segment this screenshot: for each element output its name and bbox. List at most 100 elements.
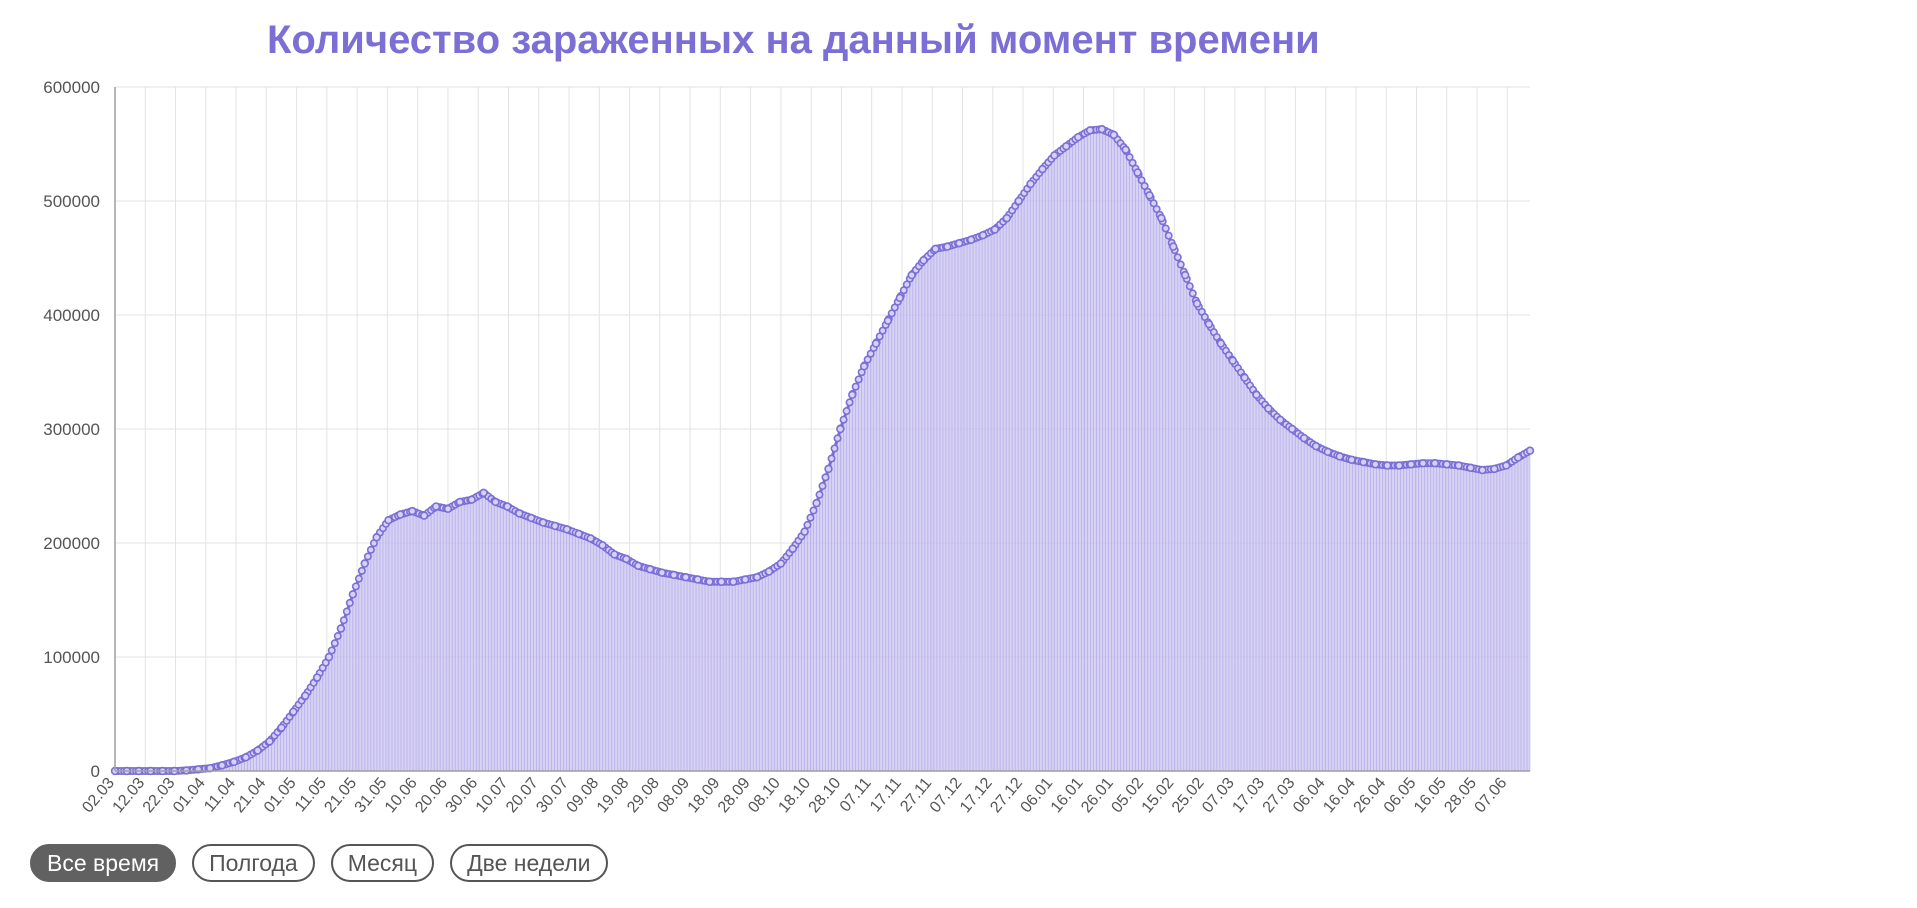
x-tick-label: 30.07 [533, 775, 572, 817]
x-tick-label: 28.09 [715, 775, 754, 817]
data-point [931, 244, 940, 254]
data-point [1394, 461, 1404, 470]
data-point [1062, 142, 1071, 151]
data-point [883, 316, 893, 325]
chart: 0 100000 200000 300000 400000 500000 600000 02.… [43, 78, 1535, 817]
x-tick-label: 19.08 [594, 775, 633, 817]
x-tick-label: 27.11 [897, 775, 935, 816]
data-point [907, 270, 916, 280]
data-point [1216, 339, 1226, 348]
x-tick-label: 30.06 [443, 775, 482, 817]
data-point [526, 513, 536, 523]
data-point [1287, 424, 1297, 434]
data-point [1323, 447, 1333, 456]
data-point [1038, 164, 1047, 174]
data-point [574, 529, 583, 539]
data-point [1185, 282, 1194, 291]
data-point [776, 559, 786, 568]
data-point [336, 624, 346, 633]
data-point [859, 362, 869, 371]
x-tick-label: 06.04 [1290, 775, 1329, 817]
data-point [1176, 260, 1185, 269]
data-point [1502, 461, 1511, 470]
data-point [1164, 231, 1173, 240]
data-point [372, 533, 381, 542]
data-point [966, 235, 976, 244]
x-tick-label: 07.12 [927, 775, 966, 817]
data-point [669, 570, 679, 580]
data-point [339, 616, 348, 625]
data-point [824, 464, 833, 474]
data-point [1204, 319, 1214, 329]
x-tick-label: 31.05 [352, 775, 391, 817]
x-tick-label: 07.11 [837, 775, 875, 816]
y-tick-label: 0 [91, 762, 100, 781]
x-tick-label: 07.03 [1199, 775, 1238, 817]
data-point [1383, 461, 1392, 470]
data-point [1169, 242, 1178, 251]
y-tick-label: 300000 [43, 420, 100, 439]
y-tick-label: 200000 [43, 534, 100, 553]
data-point [705, 577, 714, 586]
x-tick-label: 18.10 [775, 775, 814, 817]
data-point [809, 506, 818, 515]
y-tick-label: 100000 [43, 648, 100, 667]
data-point [622, 554, 631, 564]
y-tick-label: 500000 [43, 192, 100, 211]
x-tick-label: 28.10 [806, 775, 845, 817]
data-point [1026, 179, 1035, 189]
data-point [1406, 460, 1416, 469]
data-point [1347, 455, 1356, 464]
data-point [586, 534, 595, 543]
x-tick-label: 20.07 [503, 775, 542, 817]
data-point [845, 398, 854, 407]
data-point [657, 568, 667, 577]
y-tick-label: 400000 [43, 306, 100, 325]
data-point [729, 577, 738, 586]
series-area [115, 129, 1530, 771]
data-point [717, 577, 726, 586]
x-tick-label: 17.11 [867, 775, 905, 816]
data-point [1359, 457, 1368, 467]
range-two-weeks-button[interactable]: Две недели [450, 844, 608, 882]
data-point [333, 632, 342, 641]
series-hatching [174, 129, 1531, 771]
data-point [1050, 151, 1059, 160]
data-point [943, 242, 952, 251]
data-point [990, 225, 1000, 234]
range-month-button[interactable]: Месяц [330, 844, 435, 882]
range-all-time-button[interactable]: Все время [30, 844, 177, 882]
data-point [848, 390, 857, 399]
data-point [443, 504, 453, 513]
x-tick-label: 07.06 [1472, 775, 1511, 817]
x-tick-label: 25.02 [1169, 775, 1208, 817]
data-point [1478, 465, 1487, 475]
data-point [836, 424, 845, 434]
x-tick-label: 21.04 [231, 775, 270, 817]
x-tick-label: 02.03 [79, 775, 118, 817]
data-point [1276, 415, 1285, 425]
data-point [354, 574, 363, 583]
data-point [503, 502, 512, 511]
data-point [327, 646, 336, 655]
x-tick-label: 18.09 [685, 775, 724, 817]
data-point [633, 561, 643, 570]
x-tick-label: 10.07 [473, 775, 512, 817]
data-point [839, 415, 848, 424]
time-range-selector: Все время Полгода Месяц Две недели [30, 844, 608, 882]
data-point [895, 293, 904, 303]
x-tick-label: 01.04 [170, 775, 209, 817]
data-point [330, 639, 339, 648]
range-half-year-button[interactable]: Полгода [192, 844, 315, 882]
data-point [253, 746, 262, 755]
data-point [1085, 126, 1095, 135]
data-point [1097, 124, 1107, 134]
data-point [467, 495, 476, 504]
x-tick-label: 28.05 [1441, 775, 1480, 817]
data-point [1371, 460, 1380, 469]
data-point [842, 407, 851, 416]
data-point [366, 545, 375, 554]
data-point [241, 753, 251, 762]
data-point [803, 520, 812, 529]
data-point [384, 515, 393, 525]
